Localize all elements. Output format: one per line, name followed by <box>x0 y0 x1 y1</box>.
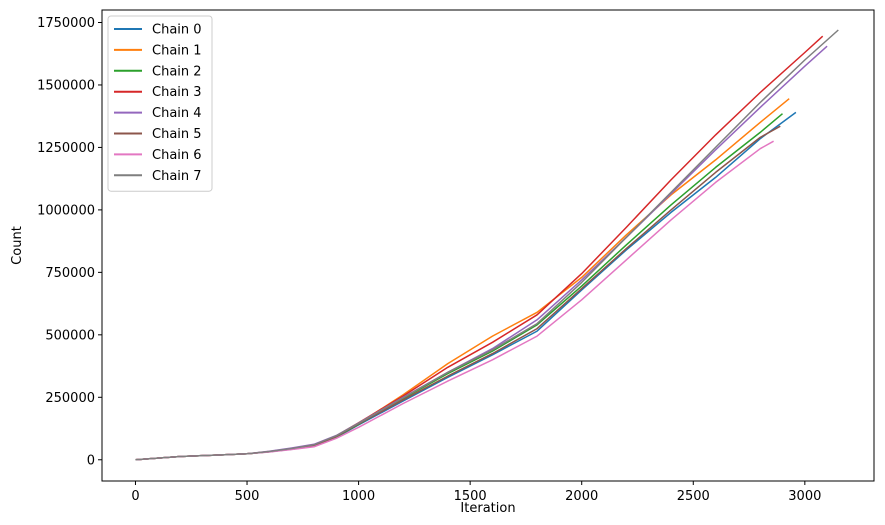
y-axis-label: Count <box>10 226 25 265</box>
y-tick-label: 0 <box>87 453 95 468</box>
legend-box <box>107 15 213 192</box>
series-line-5 <box>135 125 781 461</box>
series-line-4 <box>135 45 828 461</box>
legend-entry-5: Chain 5 <box>152 127 202 142</box>
x-axis-label: Iteration <box>460 501 515 516</box>
y-tick-label: 1000000 <box>37 203 95 218</box>
x-tick-label: 1000 <box>342 489 375 504</box>
x-axis-ticks: 0 500 1000 1500 2000 2500 3000 <box>131 481 821 504</box>
series-layer <box>135 29 839 461</box>
x-tick-label: 500 <box>235 489 260 504</box>
legend-entry-1: Chain 1 <box>152 43 202 58</box>
x-tick-label: 2000 <box>565 489 598 504</box>
y-tick-label: 1500000 <box>37 78 95 93</box>
legend-entry-0: Chain 0 <box>152 23 202 38</box>
x-tick-label: 1500 <box>454 489 487 504</box>
x-tick-label: 3000 <box>788 489 821 504</box>
y-tick-label: 1250000 <box>37 141 95 156</box>
y-tick-label: 1750000 <box>37 16 95 31</box>
plot-frame <box>101 9 875 482</box>
series-line-0 <box>135 111 797 461</box>
series-line-7 <box>135 29 839 461</box>
legend-entry-6: Chain 6 <box>152 148 202 163</box>
y-axis-ticks: 0 250000 500000 750000 1000000 1250000 1500000… <box>37 16 102 468</box>
y-tick-label: 750000 <box>45 266 95 281</box>
legend-entry-4: Chain 4 <box>152 106 202 121</box>
series-line-3 <box>135 35 824 461</box>
x-tick-label: 2500 <box>677 489 710 504</box>
legend: Chain 0 Chain 1 Chain 2 Chain 3 Chain 4 Chain… <box>107 15 213 192</box>
series-line-1 <box>135 98 790 461</box>
legend-entry-2: Chain 2 <box>152 64 202 79</box>
legend-entry-3: Chain 3 <box>152 85 202 100</box>
legend-entry-7: Chain 7 <box>152 169 202 184</box>
y-tick-label: 500000 <box>45 328 95 343</box>
y-tick-label: 250000 <box>45 391 95 406</box>
x-tick-label: 0 <box>131 489 139 504</box>
